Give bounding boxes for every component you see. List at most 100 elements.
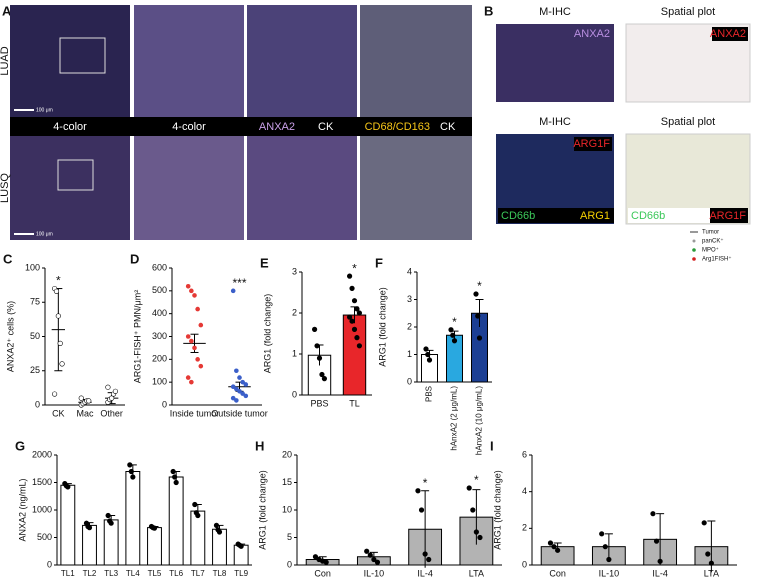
bar	[212, 528, 227, 566]
data-point	[173, 479, 179, 486]
label-box	[712, 27, 748, 41]
panel-letter: A	[2, 3, 12, 18]
micrograph	[10, 136, 130, 240]
x-tick-label: TL2	[83, 569, 97, 578]
y-tick-label: 100	[25, 262, 40, 272]
x-tick-label: Outside tumor	[211, 408, 268, 418]
data-point	[234, 398, 239, 403]
x-tick-label: PBS	[310, 398, 328, 408]
y-tick-label: 0	[35, 399, 40, 409]
data-point	[426, 556, 432, 563]
image-label: ANXA2	[710, 28, 746, 40]
image-label: ARG1	[580, 210, 610, 222]
data-point	[450, 332, 456, 338]
data-point	[105, 384, 111, 390]
data-point	[78, 395, 84, 401]
data-point	[371, 556, 377, 563]
data-point	[189, 288, 194, 294]
panel-b: B M-IHC Spatial plot ANXA2 ANXA2 M-IHC S…	[484, 3, 751, 263]
image-label: ARG1F	[709, 210, 746, 222]
significance: *	[474, 473, 479, 487]
x-tick-label: Inside tumor	[170, 408, 220, 418]
y-tick-label: 0	[287, 559, 292, 569]
y-tick-label: 300	[152, 331, 167, 341]
data-point	[705, 551, 711, 557]
data-point	[112, 388, 118, 394]
data-point	[650, 511, 656, 517]
data-point	[367, 552, 373, 558]
bar	[125, 471, 141, 566]
x-tick-label: IL-4	[417, 568, 433, 578]
legend-key	[692, 248, 696, 252]
y-axis-title: ARG1 (fold change)	[262, 294, 272, 374]
data-point	[422, 551, 428, 557]
data-point	[86, 524, 93, 531]
data-point	[312, 554, 319, 560]
y-tick-label: 400	[152, 308, 167, 318]
y-axis-title: ANXA2⁺ cells (%)	[5, 301, 15, 372]
data-point	[349, 285, 355, 292]
data-point	[653, 538, 660, 544]
data-point	[708, 560, 714, 566]
data-point	[195, 512, 201, 519]
x-tick-label: LTA	[704, 568, 719, 578]
micrograph	[247, 136, 357, 240]
data-point	[323, 559, 329, 565]
data-point	[451, 338, 458, 344]
image-header: M-IHC	[539, 116, 571, 128]
significance: *	[352, 261, 357, 275]
micrograph	[360, 5, 472, 117]
x-tick-label: TL1	[61, 569, 75, 578]
panel-letter: G	[15, 438, 25, 453]
data-point	[108, 520, 114, 526]
data-point	[51, 391, 58, 397]
x-tick-label: Con	[549, 568, 566, 578]
label-band	[10, 117, 472, 136]
panel-letter: H	[255, 438, 264, 453]
legend-label: Arg1FISH⁺	[702, 256, 732, 263]
legend-label: MPO⁺	[702, 247, 719, 254]
data-point	[319, 371, 325, 378]
x-tick-label: TL	[349, 398, 360, 408]
y-tick-label: 15	[282, 477, 292, 487]
y-tick-label: 500	[37, 532, 52, 542]
bar	[103, 519, 119, 566]
data-point	[53, 288, 60, 294]
bar	[60, 484, 76, 566]
data-point	[473, 291, 479, 297]
data-point	[347, 273, 353, 279]
x-tick-label: LTA	[469, 568, 484, 578]
data-point	[555, 547, 561, 553]
x-tick-label: Con	[314, 568, 331, 578]
y-tick-label: 2000	[32, 449, 52, 459]
data-point	[195, 306, 200, 312]
y-tick-label: 3	[407, 294, 412, 304]
y-tick-label: 0	[47, 559, 52, 569]
data-point	[55, 313, 61, 319]
y-tick-label: 0	[292, 389, 297, 399]
x-tick-label: PBS	[425, 386, 434, 402]
data-point	[606, 556, 612, 563]
data-point	[151, 525, 158, 531]
data-point	[477, 534, 483, 541]
data-point	[172, 474, 178, 480]
x-tick-label: IL-4	[652, 568, 668, 578]
data-point	[418, 507, 425, 513]
data-point	[65, 484, 71, 490]
micrograph	[496, 24, 614, 102]
data-point	[105, 512, 111, 519]
band-label: CK	[318, 121, 334, 133]
data-point	[354, 306, 360, 312]
scale-text: 100 μm	[36, 231, 53, 237]
micrograph	[10, 5, 130, 117]
data-point	[321, 376, 328, 382]
y-tick-label: 2	[292, 307, 297, 317]
image-header: Spatial plot	[661, 116, 715, 128]
x-tick-label: TL3	[104, 569, 118, 578]
band-label: CD68/CD163	[365, 121, 430, 133]
panel-letter: B	[484, 3, 493, 18]
y-tick-label: 500	[152, 285, 167, 295]
data-point	[170, 468, 176, 475]
data-point	[602, 544, 608, 550]
band-label: ANXA2	[259, 121, 295, 133]
